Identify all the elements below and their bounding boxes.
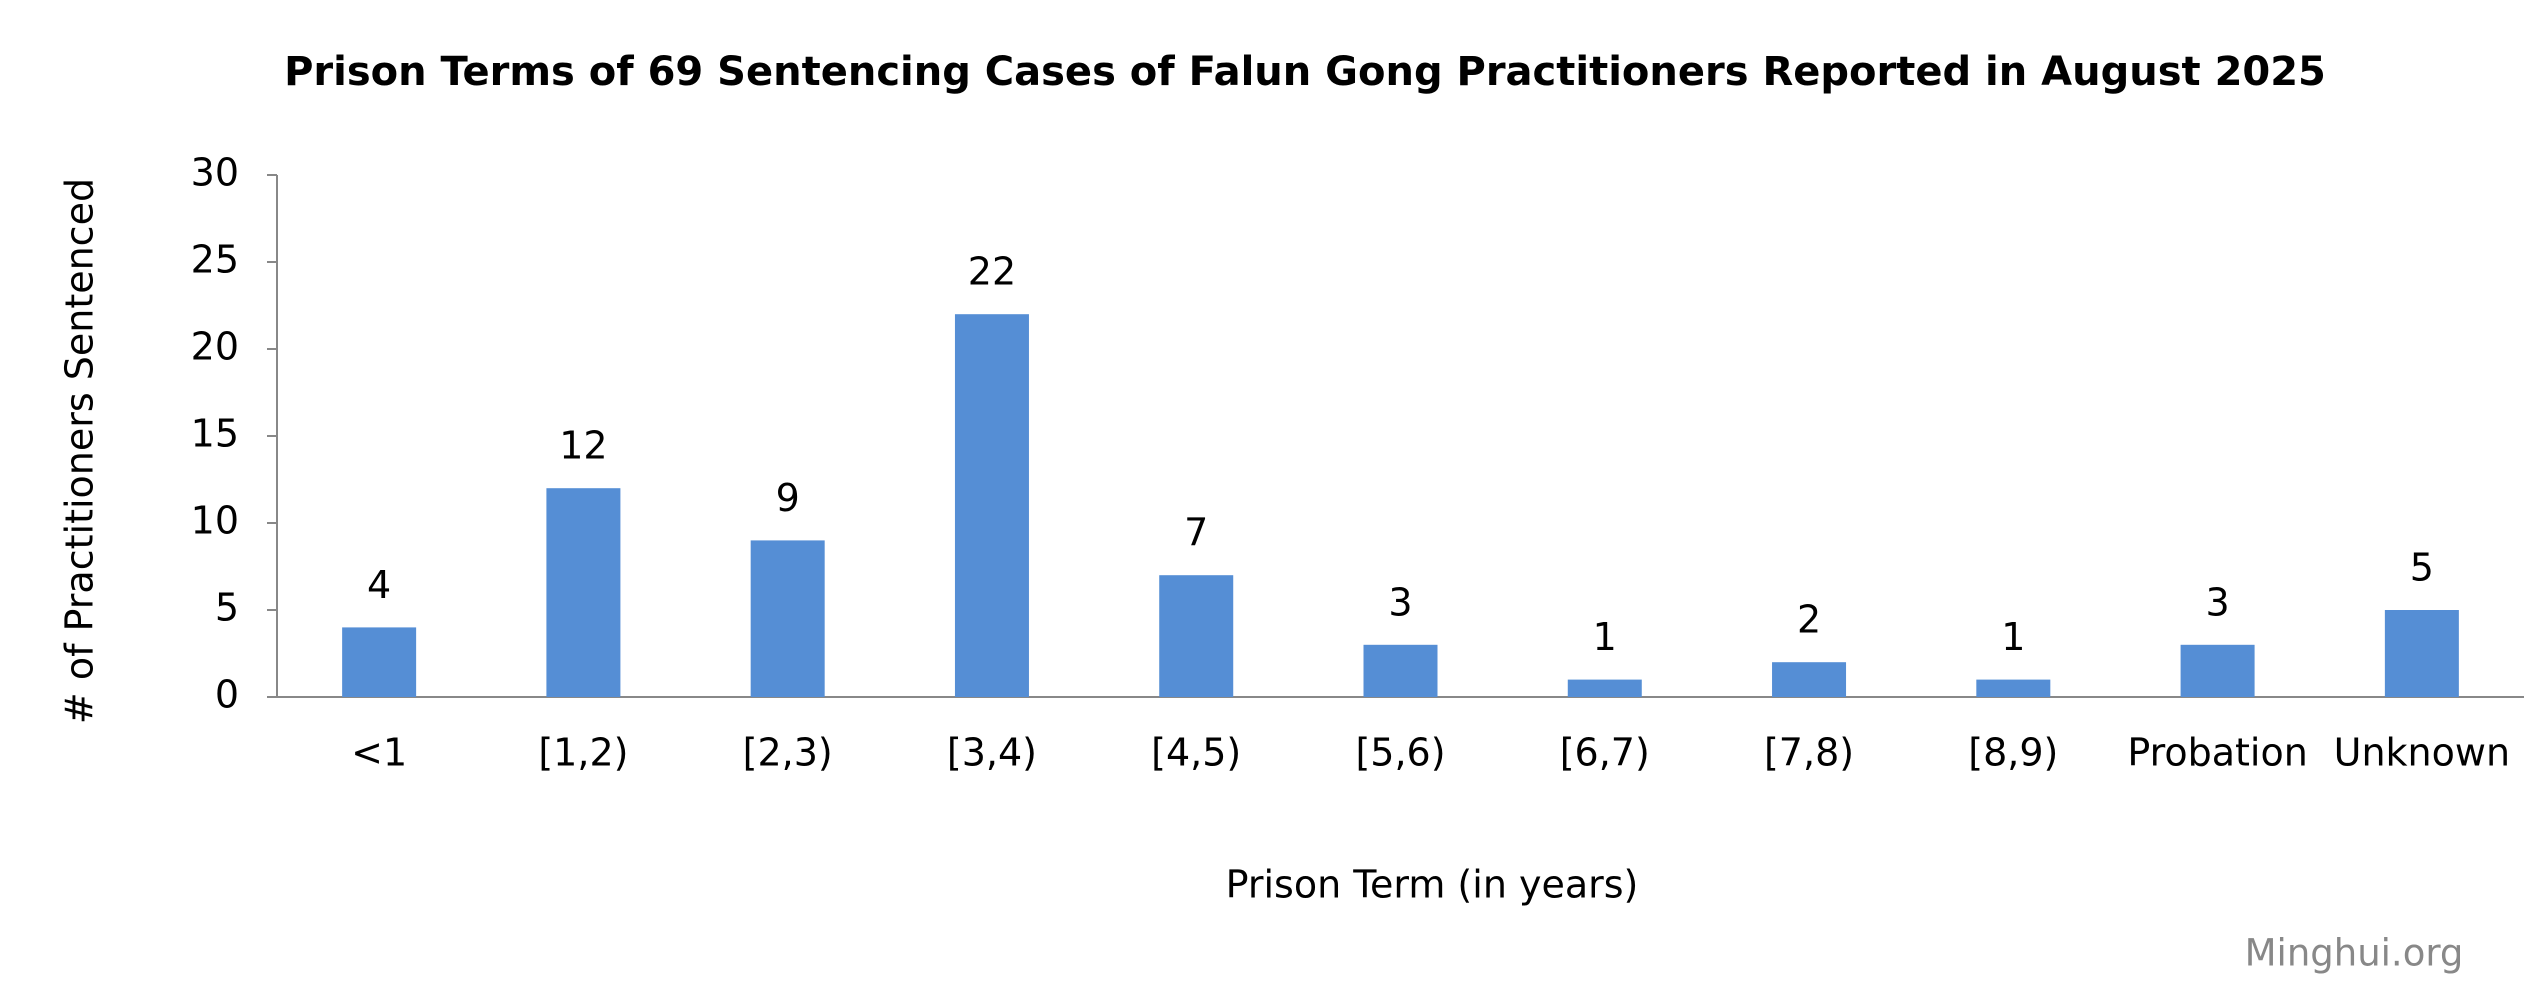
bar [954,314,1029,697]
bar [2180,644,2255,697]
x-tick-label: [7,8) [1764,731,1854,775]
data-label: 2 [1797,598,1821,642]
x-tick-label: [8,9) [1968,731,2058,775]
y-tick-label: 10 [191,499,239,543]
bar [1567,679,1642,697]
x-tick-label: Unknown [2334,731,2510,775]
bar [1159,575,1234,697]
x-tick-label: [6,7) [1560,731,1650,775]
y-tick-label: 5 [215,586,239,630]
data-label: 9 [776,476,800,520]
data-label: 22 [968,250,1016,294]
bar [1363,644,1438,697]
data-label: 7 [1184,511,1208,555]
watermark: Minghui.org [2245,932,2464,975]
x-tick-label: <1 [351,731,407,775]
bar [1976,679,2051,697]
data-label: 3 [1388,580,1412,624]
chart-title: Prison Terms of 69 Sentencing Cases of F… [284,49,2326,95]
data-label: 1 [1593,615,1617,659]
data-label: 12 [559,424,607,468]
bar [342,627,417,697]
y-tick-label: 25 [191,238,239,282]
y-tick-label: 15 [191,412,239,456]
bar [546,488,621,697]
x-tick-label: Probation [2127,731,2307,775]
x-axis-label: Prison Term (in years) [1226,863,1639,907]
y-tick-label: 20 [191,325,239,369]
x-tick-label: [2,3) [743,731,833,775]
bar [2384,610,2459,697]
bar [750,540,825,697]
y-axis-label: # of Practitioners Sentenced [58,178,102,724]
y-tick-label: 30 [191,151,239,195]
x-tick-label: [3,4) [947,731,1037,775]
x-tick-label: [5,6) [1355,731,1445,775]
x-tick-label: [4,5) [1151,731,1241,775]
y-tick-label: 0 [215,673,239,717]
data-label: 3 [2205,580,2229,624]
bar [1772,662,1847,697]
x-tick-label: [1,2) [538,731,628,775]
data-label: 5 [2410,546,2434,590]
data-label: 1 [2001,615,2025,659]
data-label: 4 [367,563,391,607]
